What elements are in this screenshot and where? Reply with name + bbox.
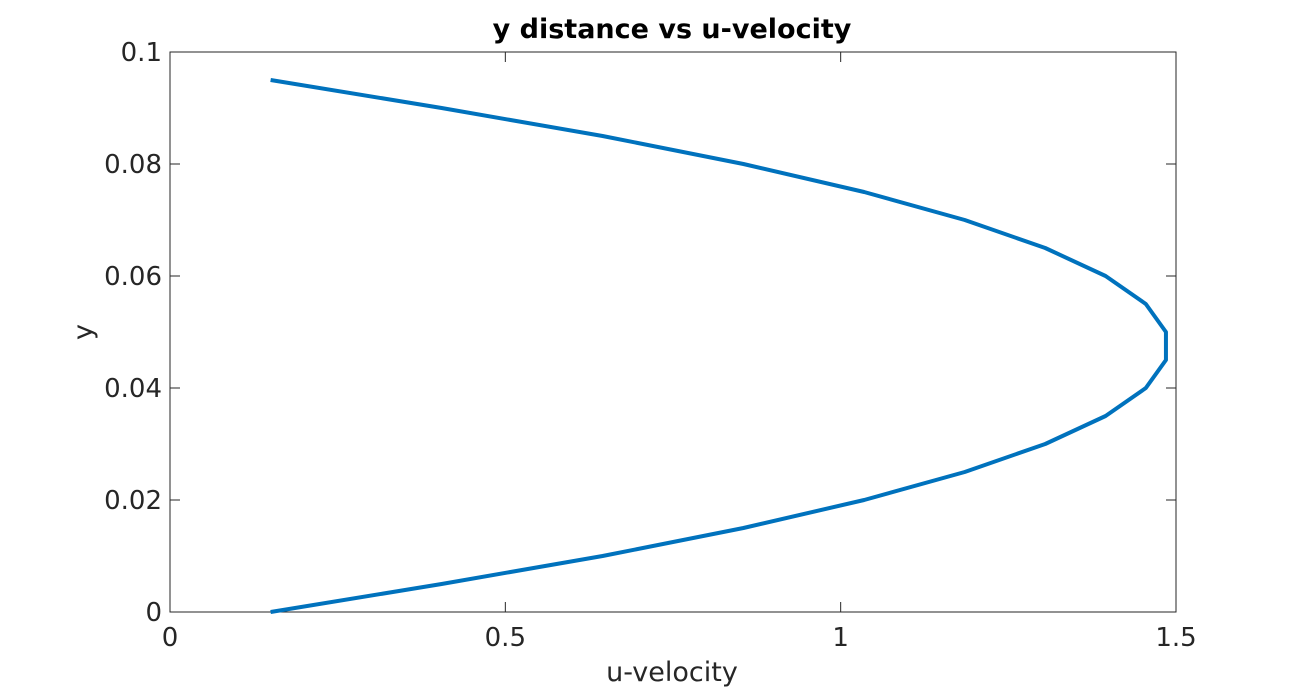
y-tick-label: 0.06 [104,262,162,292]
x-tick-label: 1 [832,623,849,653]
x-tick-label: 1.5 [1155,623,1196,653]
y-tick-label: 0.02 [104,486,162,516]
x-tick-label: 0.5 [485,623,526,653]
y-tick-label: 0.1 [121,38,162,68]
x-axis-label: u-velocity [606,657,738,688]
series-line [270,78,1168,614]
y-axis-label: y [68,324,99,340]
plot-box [169,51,1177,613]
plot-frame [169,51,1177,613]
ticks-group: 0 0.5 1 1.5 0 0.02 0.04 0.06 0.08 0.1 [104,38,1197,653]
chart-title: y distance vs u-velocity [493,14,852,45]
y-tick-label: 0.08 [104,150,162,180]
y-tick-label: 0.04 [104,374,162,404]
x-tick-label: 0 [162,623,179,653]
y-tick-label: 0 [145,598,162,628]
series-group [270,78,1168,614]
